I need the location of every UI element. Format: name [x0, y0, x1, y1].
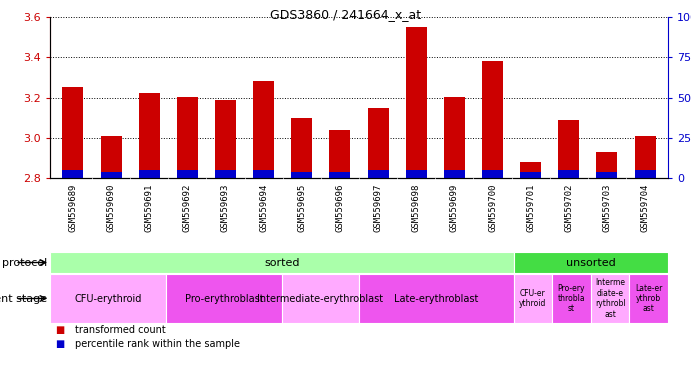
Text: Late-erythroblast: Late-erythroblast — [394, 293, 478, 303]
Text: percentile rank within the sample: percentile rank within the sample — [75, 339, 240, 349]
Bar — [253, 81, 274, 178]
Bar — [406, 27, 427, 178]
Bar — [558, 170, 579, 178]
Text: GDS3860 / 241664_x_at: GDS3860 / 241664_x_at — [270, 8, 421, 21]
Text: ■: ■ — [55, 339, 64, 349]
Bar — [177, 98, 198, 178]
Text: GSM559700: GSM559700 — [488, 184, 497, 232]
Bar — [552, 274, 591, 323]
Bar — [591, 274, 630, 323]
Bar — [634, 170, 656, 178]
Bar — [330, 130, 350, 178]
Text: GSM559696: GSM559696 — [335, 184, 344, 232]
Bar — [596, 152, 618, 178]
Bar — [513, 274, 552, 323]
Text: CFU-erythroid: CFU-erythroid — [74, 293, 142, 303]
Bar — [330, 172, 350, 178]
Bar — [482, 170, 503, 178]
Text: transformed count: transformed count — [75, 325, 165, 335]
Text: GSM559701: GSM559701 — [526, 184, 535, 232]
Bar — [253, 170, 274, 178]
Bar — [292, 172, 312, 178]
Bar — [62, 88, 84, 178]
Text: GSM559691: GSM559691 — [144, 184, 153, 232]
Text: GSM559704: GSM559704 — [641, 184, 650, 232]
Bar — [520, 172, 541, 178]
Bar — [558, 120, 579, 178]
Bar — [101, 136, 122, 178]
Bar — [166, 274, 282, 323]
Text: Late-er
ythrob
ast: Late-er ythrob ast — [635, 284, 663, 313]
Text: Pro-erythroblast: Pro-erythroblast — [184, 293, 263, 303]
Bar — [368, 170, 388, 178]
Text: GSM559703: GSM559703 — [603, 184, 612, 232]
Text: Interme
diate-e
rythrobl
ast: Interme diate-e rythrobl ast — [595, 278, 625, 319]
Bar — [62, 170, 84, 178]
Bar — [368, 108, 388, 178]
Text: GSM559689: GSM559689 — [68, 184, 77, 232]
Text: GSM559693: GSM559693 — [221, 184, 230, 232]
Text: GSM559697: GSM559697 — [374, 184, 383, 232]
Text: protocol: protocol — [2, 258, 47, 268]
Bar — [282, 274, 359, 323]
Text: Intermediate-erythroblast: Intermediate-erythroblast — [257, 293, 384, 303]
Text: GSM559692: GSM559692 — [183, 184, 192, 232]
Bar — [406, 170, 427, 178]
Bar — [444, 98, 465, 178]
Text: GSM559699: GSM559699 — [450, 184, 459, 232]
Text: CFU-er
ythroid: CFU-er ythroid — [519, 289, 547, 308]
Text: development stage: development stage — [0, 293, 47, 303]
Bar — [215, 170, 236, 178]
Bar — [101, 172, 122, 178]
Bar — [50, 252, 513, 273]
Text: GSM559702: GSM559702 — [565, 184, 574, 232]
Text: sorted: sorted — [264, 258, 299, 268]
Bar — [634, 136, 656, 178]
Text: GSM559690: GSM559690 — [106, 184, 115, 232]
Text: ■: ■ — [55, 325, 64, 335]
Bar — [139, 93, 160, 178]
Text: GSM559695: GSM559695 — [297, 184, 306, 232]
Bar — [482, 61, 503, 178]
Bar — [513, 252, 668, 273]
Bar — [630, 274, 668, 323]
Bar — [359, 274, 513, 323]
Bar — [444, 170, 465, 178]
Bar — [177, 170, 198, 178]
Bar — [50, 274, 166, 323]
Text: unsorted: unsorted — [566, 258, 616, 268]
Bar — [520, 162, 541, 178]
Bar — [596, 172, 618, 178]
Text: GSM559698: GSM559698 — [412, 184, 421, 232]
Bar — [139, 170, 160, 178]
Bar — [292, 118, 312, 178]
Text: GSM559694: GSM559694 — [259, 184, 268, 232]
Text: Pro-ery
throbla
st: Pro-ery throbla st — [558, 284, 585, 313]
Bar — [215, 99, 236, 178]
